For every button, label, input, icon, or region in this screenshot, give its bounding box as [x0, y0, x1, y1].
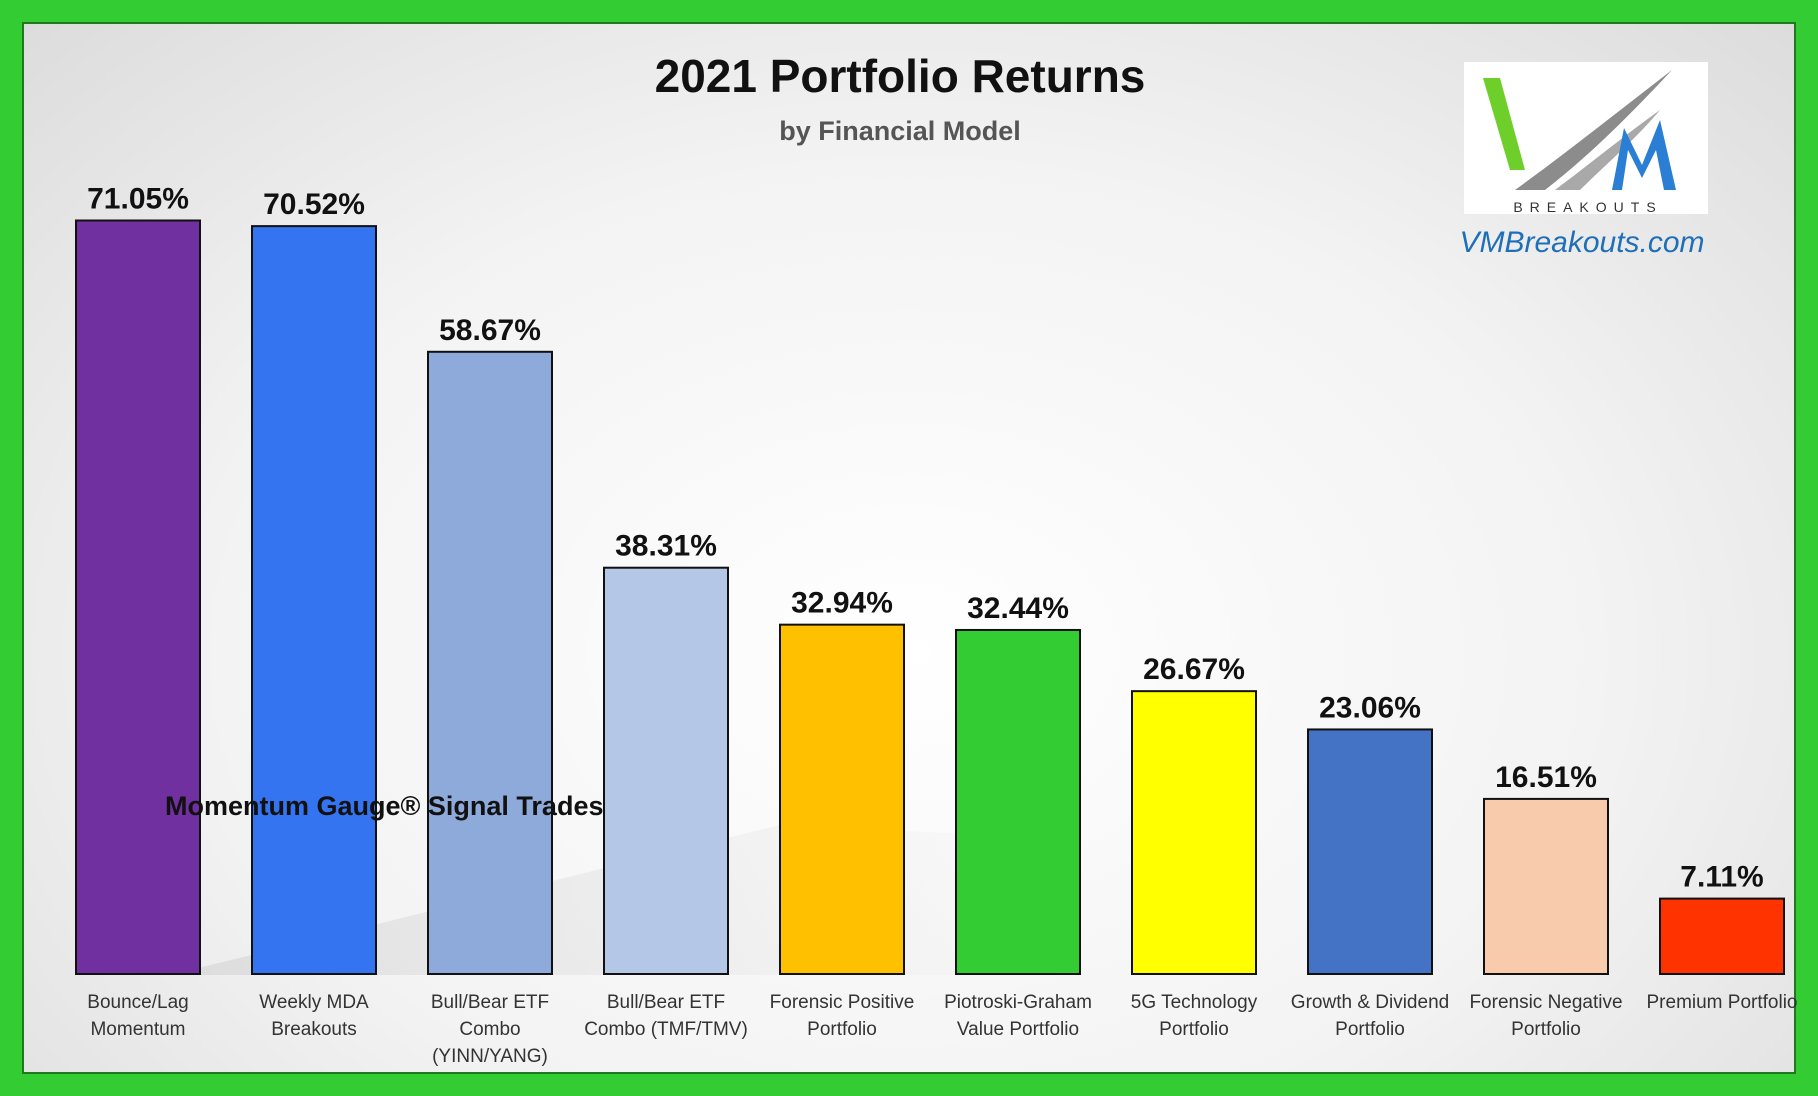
category-label-line: 5G Technology: [1131, 992, 1258, 1013]
category-label-5: Forensic Positive Portfolio: [770, 992, 915, 1040]
value-label-4: 38.31%: [615, 530, 717, 563]
chart-subtitle: by Financial Model: [779, 116, 1021, 146]
category-label-line: Forensic Positive: [770, 992, 915, 1013]
category-label-6: Piotroski-Graham Value Portfolio: [944, 992, 1092, 1040]
bar-7: [1131, 690, 1257, 976]
category-label-line: Value Portfolio: [957, 1019, 1079, 1040]
bar-8: [1307, 728, 1433, 975]
bars-group: [75, 219, 1785, 976]
value-label-10: 7.11%: [1680, 861, 1763, 894]
category-label-4: Bull/Bear ETF Combo (TMF/TMV): [584, 992, 748, 1040]
logo-v-green-stroke: [1483, 78, 1525, 170]
chart-title: 2021 Portfolio Returns: [655, 50, 1146, 102]
category-label-line: Portfolio: [1159, 1019, 1229, 1040]
value-label-1: 71.05%: [87, 182, 189, 215]
category-label-line: Forensic Negative: [1469, 992, 1622, 1013]
category-label-line: Momentum: [90, 1019, 185, 1040]
category-label-8: Growth & Dividend Portfolio: [1291, 992, 1449, 1040]
logo: BREAKOUTS VMBreakouts.com: [1459, 62, 1708, 259]
value-label-6: 32.44%: [967, 592, 1069, 625]
category-label-line: Growth & Dividend: [1291, 992, 1449, 1013]
annotation: Momentum Gauge® Signal Trades: [165, 791, 603, 821]
inner-border: [22, 22, 1796, 1074]
value-label-5: 32.94%: [791, 587, 893, 620]
bar-3: [427, 350, 553, 976]
category-label-7: 5G Technology Portfolio: [1131, 992, 1258, 1040]
website-link[interactable]: VMBreakouts.com: [1459, 226, 1704, 259]
category-label-line: Portfolio: [1335, 1019, 1405, 1040]
value-labels-group: 71.05% 70.52% 58.67% 38.31% 32.94% 32.44% 26.6…: [87, 182, 1764, 893]
category-label-line: Bull/Bear ETF: [607, 992, 725, 1013]
logo-swoosh-gray-2: [1555, 110, 1660, 190]
category-label-line: Bull/Bear ETF: [431, 992, 549, 1013]
category-label-3: Bull/Bear ETF Combo (YINN/YANG): [431, 992, 549, 1067]
logo-wordmark: BREAKOUTS: [1513, 199, 1662, 215]
bar-10: [1659, 897, 1785, 975]
category-label-9: Forensic Negative Portfolio: [1469, 992, 1622, 1040]
category-label-line: Breakouts: [271, 1019, 357, 1040]
category-labels-group: Bounce/Lag Momentum Weekly MDA Breakouts Bul…: [87, 992, 1797, 1067]
vm-logo-mark: [1483, 70, 1676, 190]
category-label-line: Combo: [459, 1019, 520, 1040]
bar-4: [603, 566, 729, 975]
category-label-line: (YINN/YANG): [432, 1046, 548, 1067]
bar-5: [779, 623, 905, 976]
bar-2: [251, 225, 377, 976]
category-label-line: Portfolio: [807, 1019, 877, 1040]
category-label-10: Premium Portfolio: [1647, 992, 1798, 1013]
value-label-2: 70.52%: [263, 188, 365, 221]
category-label-line: Portfolio: [1511, 1019, 1581, 1040]
category-label-line: Piotroski-Graham: [944, 992, 1092, 1013]
value-label-8: 23.06%: [1319, 691, 1421, 724]
bar-1: [75, 219, 201, 976]
value-label-9: 16.51%: [1495, 761, 1597, 794]
value-label-3: 58.67%: [439, 314, 541, 347]
category-label-line: Combo (TMF/TMV): [584, 1019, 748, 1040]
bar-9: [1483, 797, 1609, 975]
category-label-1: Bounce/Lag Momentum: [87, 992, 188, 1040]
category-label-2: Weekly MDA Breakouts: [259, 992, 369, 1040]
category-label-line: Weekly MDA: [259, 992, 369, 1013]
category-label-line: Bounce/Lag: [87, 992, 188, 1013]
category-label-line: Premium Portfolio: [1647, 992, 1798, 1013]
bar-6: [955, 628, 1081, 975]
value-label-7: 26.67%: [1143, 653, 1245, 686]
logo-m-blue: [1612, 120, 1676, 190]
